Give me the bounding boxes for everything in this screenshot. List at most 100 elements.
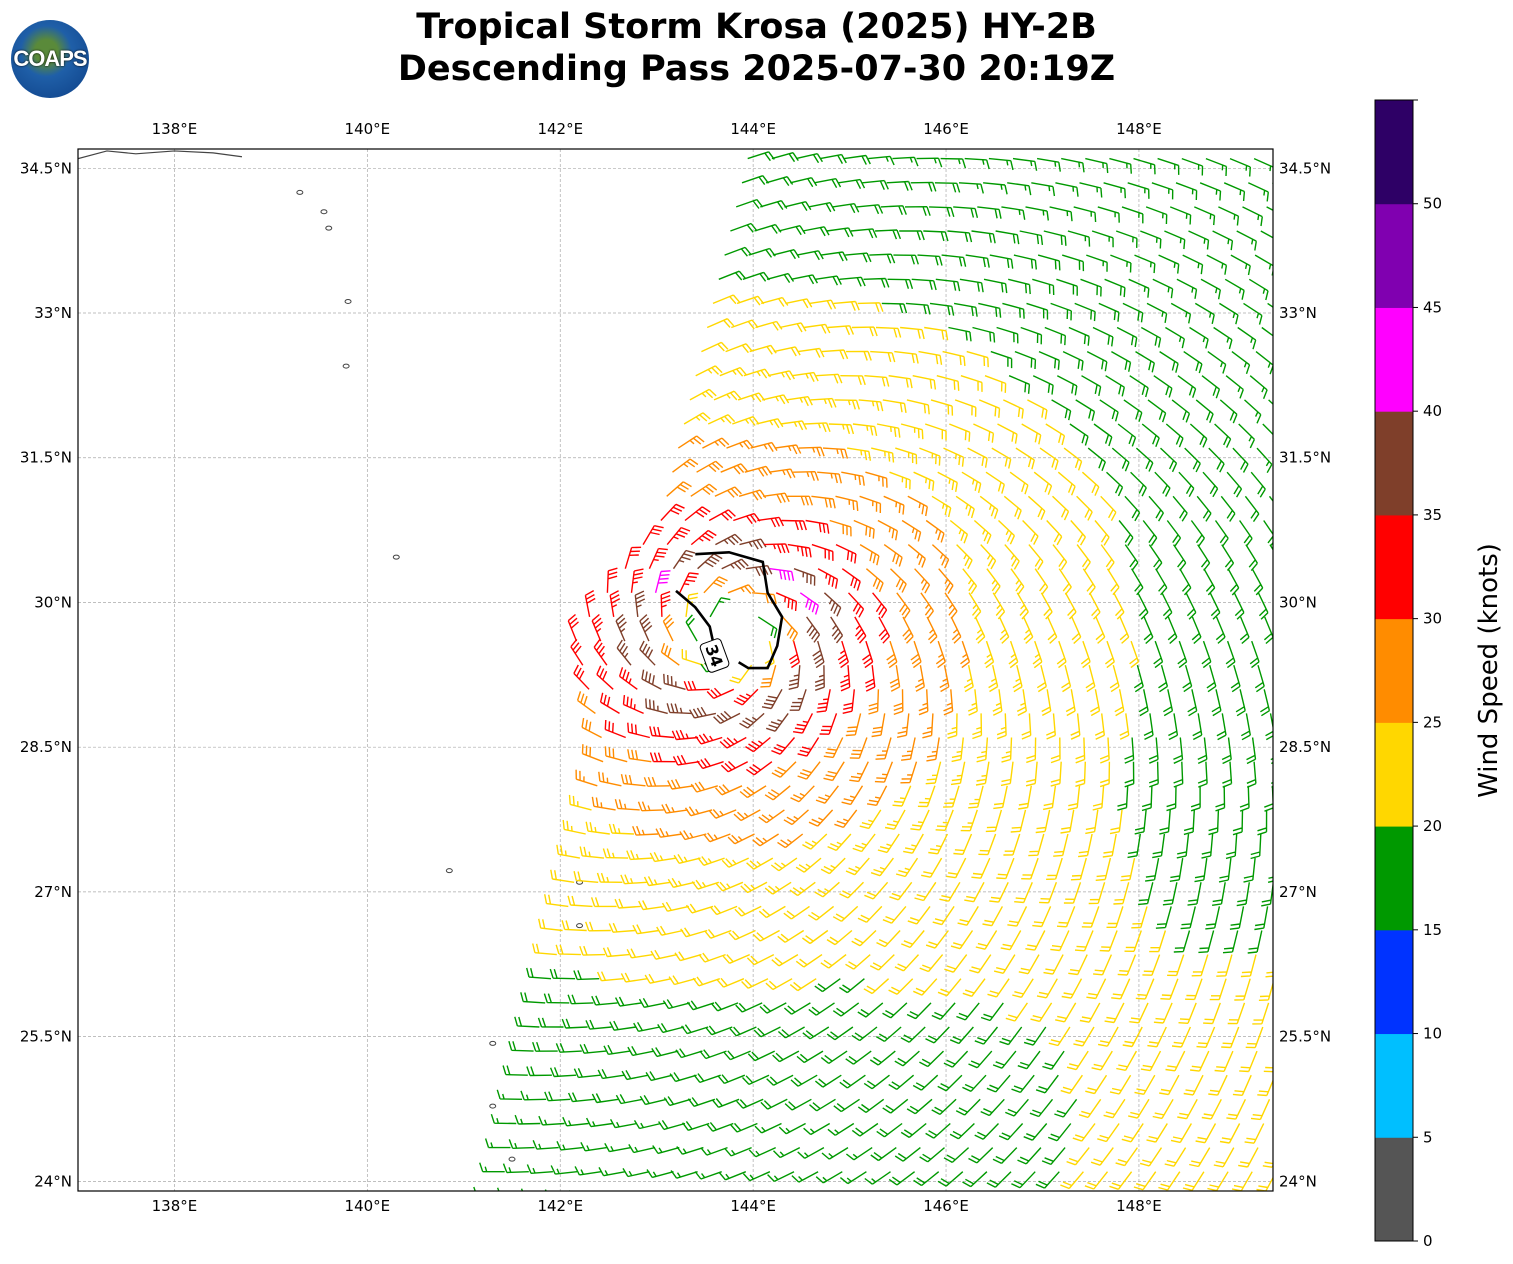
wind-barb bbox=[889, 665, 901, 692]
wind-barb bbox=[904, 206, 931, 216]
wind-barb bbox=[665, 1194, 692, 1202]
wind-barb bbox=[821, 349, 849, 360]
wind-barb bbox=[1198, 930, 1215, 954]
wind-barb bbox=[1100, 495, 1117, 522]
wind-barb bbox=[1052, 544, 1068, 571]
wind-barb bbox=[814, 1074, 842, 1088]
wind-barb bbox=[748, 1146, 776, 1158]
wind-barb bbox=[656, 925, 684, 936]
wind-barb bbox=[1152, 1098, 1174, 1120]
wind-barb bbox=[1085, 809, 1099, 835]
wind-barb bbox=[1184, 447, 1201, 473]
wind-barb bbox=[896, 713, 910, 738]
wind-barb bbox=[1081, 375, 1102, 397]
wind-barb bbox=[1060, 1171, 1084, 1190]
wind-barb bbox=[819, 713, 838, 735]
wind-barb bbox=[906, 1002, 932, 1020]
wind-barb bbox=[573, 871, 599, 883]
wind-barb bbox=[857, 1098, 885, 1113]
wind-barb bbox=[986, 568, 1001, 595]
wind-barb bbox=[1178, 471, 1195, 498]
wind-barb bbox=[1113, 592, 1125, 620]
wind-barb bbox=[1092, 326, 1114, 347]
wind-barb bbox=[888, 375, 913, 389]
wind-barb bbox=[581, 744, 604, 763]
wind-barb bbox=[1068, 326, 1090, 346]
wind-barb bbox=[672, 458, 699, 473]
wind-barb bbox=[688, 706, 717, 719]
wind-barb bbox=[649, 752, 676, 763]
wind-barb bbox=[1061, 254, 1085, 272]
wind-barb bbox=[1164, 230, 1186, 250]
wind-barb bbox=[1254, 906, 1269, 931]
wind-barb bbox=[1253, 157, 1273, 177]
wind-barb bbox=[774, 444, 802, 455]
wind-barb bbox=[1061, 665, 1072, 693]
wind-barb bbox=[964, 157, 990, 170]
wind-barb bbox=[752, 929, 780, 942]
wind-barb bbox=[1177, 640, 1188, 669]
x-tick-label: 142°E bbox=[537, 1197, 583, 1215]
x-tick-label: 140°E bbox=[345, 1197, 391, 1215]
wind-barb bbox=[662, 614, 675, 642]
wind-barb bbox=[1178, 1002, 1197, 1024]
wind-barb bbox=[573, 1068, 601, 1079]
wind-barb bbox=[1008, 278, 1031, 295]
wind-barb bbox=[1124, 737, 1135, 764]
wind-barb bbox=[608, 922, 635, 933]
wind-barb bbox=[520, 1188, 524, 1191]
wind-barb bbox=[1008, 375, 1031, 394]
wind-barb bbox=[839, 1171, 867, 1185]
wind-barb bbox=[1030, 1002, 1053, 1023]
wind-barb bbox=[1080, 640, 1091, 669]
wind-barb bbox=[573, 970, 600, 981]
wind-barb bbox=[1149, 930, 1167, 953]
wind-barb bbox=[802, 226, 830, 237]
wind-barb bbox=[790, 177, 818, 188]
wind-barb bbox=[958, 182, 984, 194]
wind-barb bbox=[980, 1002, 1004, 1022]
wind-barb bbox=[1106, 471, 1124, 497]
y-tick-label: 33°N bbox=[34, 304, 72, 322]
wind-barb bbox=[834, 399, 860, 410]
wind-barb bbox=[684, 806, 713, 817]
wind-barb bbox=[1245, 1026, 1264, 1049]
colorbar-tick-label: 5 bbox=[1423, 1128, 1433, 1146]
wind-barb bbox=[889, 471, 911, 490]
wind-barb bbox=[1100, 544, 1115, 571]
wind-barb bbox=[988, 157, 1014, 171]
wind-barb bbox=[630, 568, 644, 593]
wind-barb bbox=[925, 1122, 951, 1139]
wind-barb bbox=[851, 1122, 879, 1137]
wind-barb bbox=[765, 712, 789, 732]
wind-barb bbox=[960, 809, 978, 832]
wind-barb bbox=[732, 416, 760, 426]
wind-barb bbox=[1240, 954, 1257, 978]
wind-barb bbox=[941, 254, 967, 267]
wind-barb bbox=[1254, 665, 1265, 693]
wind-barb bbox=[795, 153, 823, 164]
wind-barb bbox=[1192, 713, 1203, 741]
wind-barb bbox=[1191, 616, 1202, 645]
wind-barb bbox=[752, 592, 777, 604]
wind-barb bbox=[784, 201, 812, 211]
wind-barb bbox=[820, 857, 846, 875]
wind-barb bbox=[1035, 809, 1051, 834]
wind-barb bbox=[705, 1025, 733, 1036]
wind-barb bbox=[514, 1016, 540, 1028]
wind-barb bbox=[869, 253, 896, 264]
wind-barb bbox=[1119, 713, 1130, 740]
wind-barb bbox=[982, 906, 1004, 927]
wind-barb bbox=[1063, 447, 1083, 471]
wind-barb bbox=[721, 857, 749, 868]
wind-barb bbox=[736, 1098, 764, 1109]
wind-barb bbox=[731, 319, 759, 330]
wind-barb bbox=[841, 568, 861, 591]
wind-barb bbox=[954, 399, 977, 417]
wind-barb bbox=[1263, 616, 1273, 645]
wind-barb bbox=[931, 1002, 956, 1020]
wind-barb bbox=[837, 640, 849, 669]
wind-barb bbox=[704, 928, 732, 939]
y-tick-label: 24°N bbox=[1279, 1172, 1317, 1190]
wind-barb bbox=[1147, 1026, 1167, 1048]
